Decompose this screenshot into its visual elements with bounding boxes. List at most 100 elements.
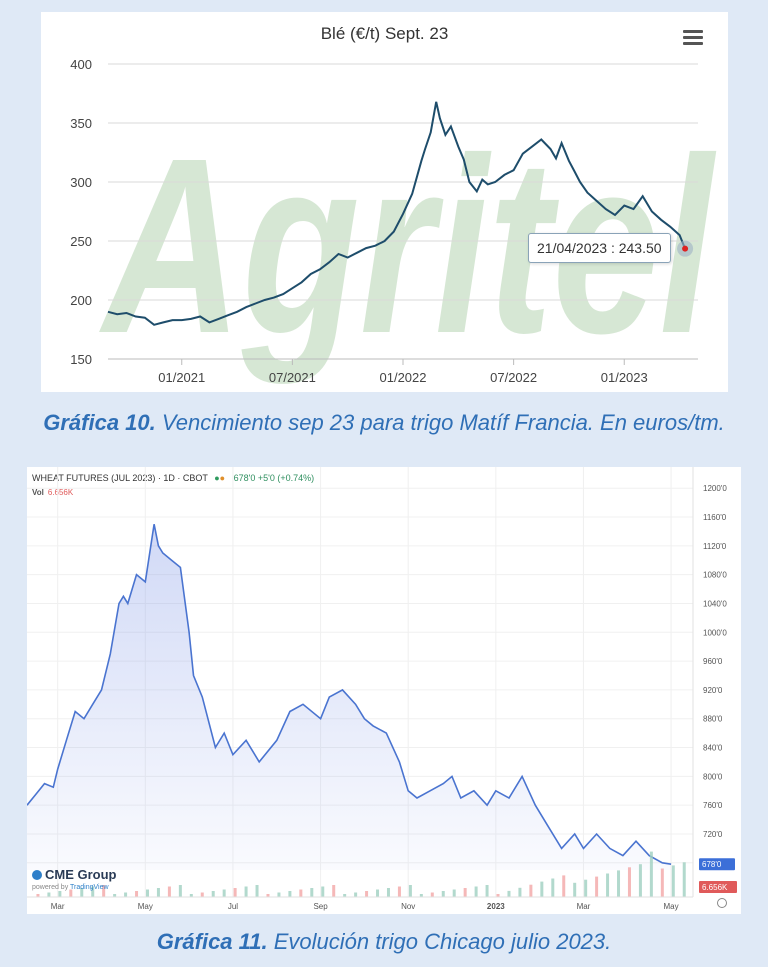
volume-bar	[167, 886, 171, 897]
y-tick-label: 880'0	[703, 715, 723, 724]
volume-bar	[255, 885, 259, 897]
volume-value: 6.656K	[47, 488, 74, 497]
volume-badge	[699, 881, 737, 893]
x-tick-label: 2023	[487, 902, 505, 911]
y-tick-label: 1040'0	[703, 599, 727, 608]
caption-grafica-10: Gráfica 10. Vencimiento sep 23 para trig…	[0, 410, 768, 436]
matif-chart-panel: Blé (€/t) Sept. 23 Agritel 150 200 250 300 35…	[41, 12, 728, 392]
x-tick-label: May	[664, 902, 679, 911]
vol-text: Vol	[32, 488, 44, 497]
cme-brand: CME Group	[45, 867, 117, 882]
series-line-wheat	[27, 524, 672, 865]
volume-bar	[518, 887, 522, 897]
volume-bar	[156, 888, 160, 897]
volume-bar	[211, 891, 215, 897]
volume-bar	[496, 894, 500, 897]
volume-bar	[529, 884, 533, 897]
volume-bar	[660, 868, 664, 897]
caption-1-bold: Gráfica 10.	[43, 410, 156, 435]
volume-bar	[321, 886, 325, 897]
volume-bar	[277, 892, 281, 897]
volume-bar	[638, 864, 642, 897]
last-point-marker	[682, 245, 689, 252]
volume-bar	[299, 889, 303, 897]
caption-1-text: Vencimiento sep 23 para trigo Matíf Fran…	[155, 410, 725, 435]
volume-bar	[649, 851, 653, 897]
y-tick-label: 720'0	[703, 830, 723, 839]
volume-bar	[474, 886, 478, 897]
y-tick-label: 250	[70, 234, 92, 249]
volume-bar	[386, 888, 390, 897]
y-tick-label: 1160'0	[703, 513, 727, 522]
y-tick-label: 1080'0	[703, 571, 727, 580]
cbot-chart-svg: 1200'0 1160'0 1120'0 1080'0 1040'0 1000'0 960'…	[27, 467, 737, 911]
x-tick-label: Jul	[228, 902, 238, 911]
powered-by: powered by TradingView	[32, 884, 109, 891]
y-tick-label: 400	[70, 57, 92, 72]
volume-bar	[562, 875, 566, 897]
volume-label: Vol 6.656K	[32, 488, 73, 497]
menu-icon[interactable]	[683, 30, 703, 46]
volume-bar	[69, 889, 73, 897]
last-price-badge	[699, 858, 735, 871]
volume-badge-text: 6.656K	[702, 883, 728, 892]
caption-grafica-11: Gráfica 11. Evolución trigo Chicago juli…	[0, 929, 768, 955]
volume-bar	[376, 889, 380, 897]
volume-bar	[124, 892, 128, 897]
price-info: 678'0 +5'0 (+0.74%)	[233, 473, 315, 483]
y-tick-label: 840'0	[703, 744, 723, 753]
x-tick-label: 01/2021	[158, 370, 205, 385]
volume-bar	[36, 894, 40, 897]
x-tick-label: May	[138, 902, 153, 911]
volume-bar	[266, 894, 270, 897]
chart-tooltip: 21/04/2023 : 243.50	[528, 233, 671, 263]
y-tick-label: 1120'0	[703, 542, 727, 551]
volume-bar	[606, 873, 610, 897]
volume-bar	[507, 890, 511, 897]
volume-bar	[102, 885, 106, 897]
volume-bar	[441, 891, 445, 897]
x-tick-label: Mar	[51, 902, 65, 911]
volume-bar	[332, 885, 336, 897]
volume-bar	[551, 878, 555, 897]
x-tick-label: 01/2023	[601, 370, 648, 385]
tradingview-brand: TradingView	[70, 884, 109, 891]
y-tick-label: 800'0	[703, 772, 723, 781]
volume-bar	[178, 885, 182, 897]
x-tick-label: Sep	[313, 902, 328, 911]
y-tick-label: 760'0	[703, 801, 723, 810]
volume-bar	[671, 865, 675, 897]
volume-bar	[310, 888, 314, 897]
last-price-text: 678'0	[702, 860, 722, 869]
volume-bar	[58, 891, 62, 897]
cbot-chart-panel: WHEAT FUTURES (JUL 2023) · 1D · CBOT ●● …	[27, 467, 741, 914]
volume-bar	[430, 892, 434, 897]
volume-bar	[682, 862, 686, 897]
volume-bar	[627, 867, 631, 897]
cbot-title: WHEAT FUTURES (JUL 2023) · 1D · CBOT	[32, 473, 208, 483]
volume-bar	[419, 894, 423, 897]
y-tick-label: 920'0	[703, 686, 723, 695]
y-tick-label: 1000'0	[703, 628, 727, 637]
volume-bar	[244, 886, 248, 897]
y-tick-label: 300	[70, 175, 92, 190]
volume-bar	[222, 889, 226, 897]
volume-bar	[617, 870, 621, 897]
volume-bar	[47, 892, 51, 897]
y-tick-label: 960'0	[703, 657, 723, 666]
volume-bar	[463, 888, 467, 897]
chart-title: Blé (€/t) Sept. 23	[320, 24, 449, 43]
x-tick-label: Mar	[577, 902, 591, 911]
volume-bar	[365, 891, 369, 897]
series-line-ble	[107, 101, 687, 326]
volume-bar	[80, 888, 84, 897]
volume-bar	[354, 892, 358, 897]
volume-bar	[485, 885, 489, 897]
volume-bar	[452, 889, 456, 897]
volume-bar	[189, 894, 193, 897]
volume-bar	[145, 889, 149, 897]
gear-icon[interactable]	[717, 898, 727, 908]
y-tick-label: 1200'0	[703, 484, 727, 493]
y-tick-label: 200	[70, 293, 92, 308]
